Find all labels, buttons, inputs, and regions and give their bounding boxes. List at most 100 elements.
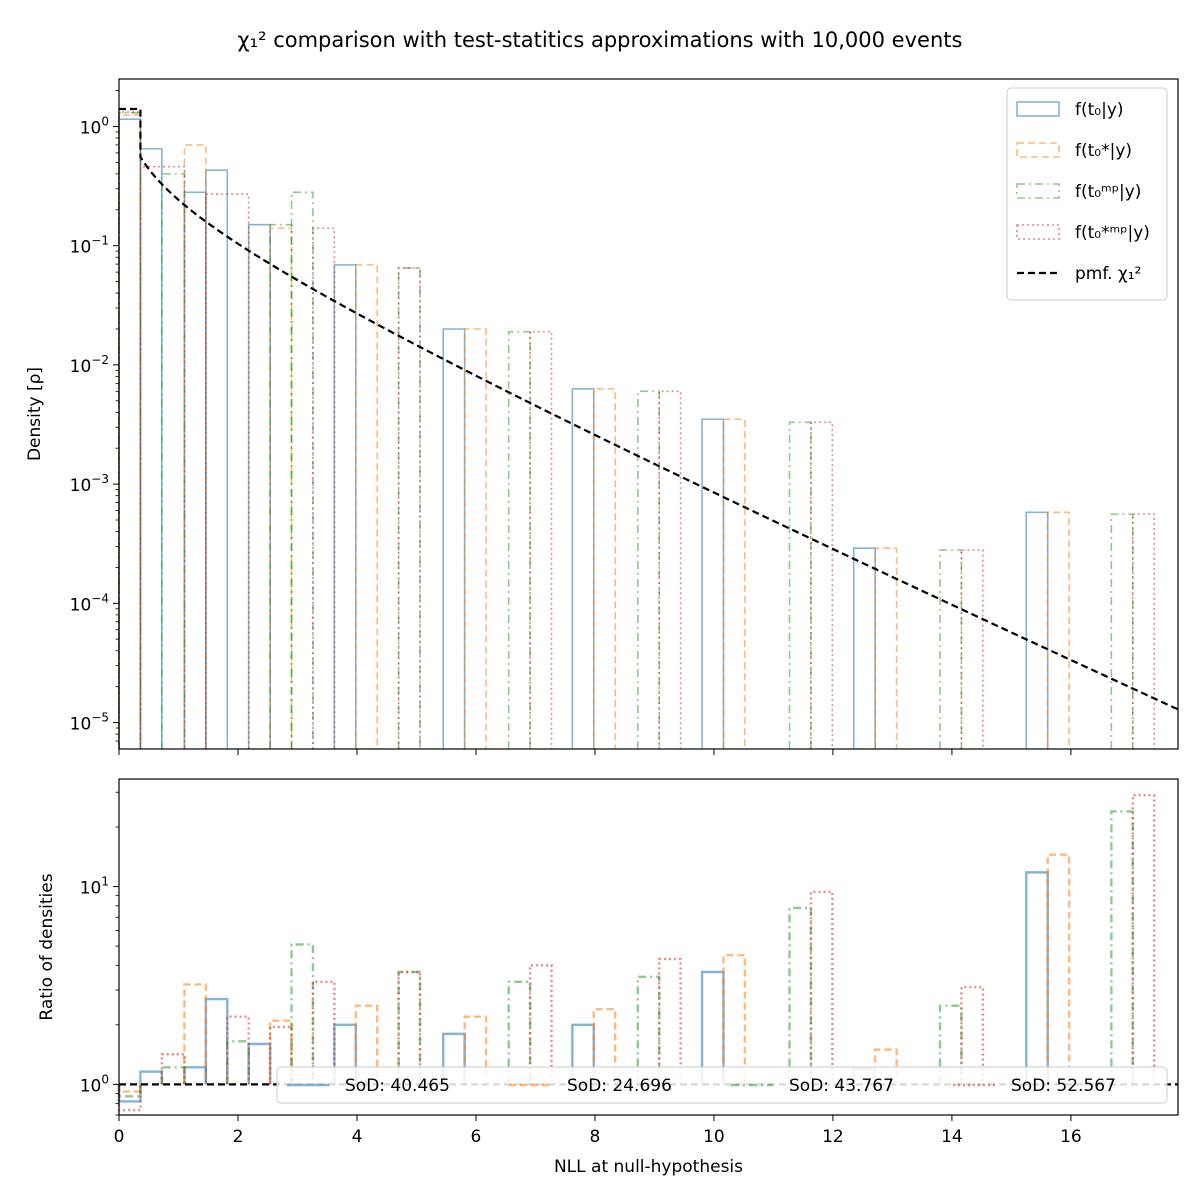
histogram-bar-t0smp (205, 193, 250, 749)
histogram-bar-t0smp (311, 980, 336, 1085)
histogram-bar-t0smp (118, 111, 142, 749)
histogram-bar-t0smp (117, 1084, 142, 1112)
y-axis-label: Ratio of densities (37, 873, 57, 1020)
axes-frame (118, 778, 1179, 1116)
histogram-bar-t0s (463, 328, 487, 749)
histogram-bar-t0smp (1131, 793, 1156, 1085)
histogram-bar-t0s (1046, 511, 1070, 749)
x-tick-label: 16 (1060, 1127, 1082, 1147)
histogram-bar-t0smp (226, 1015, 250, 1085)
histogram-bar-t0mp (1110, 513, 1134, 749)
x-tick-label: 12 (822, 1127, 844, 1147)
legend-label-t0: SoD: 40.465 (345, 1076, 450, 1096)
histogram-bar-t0 (852, 547, 876, 749)
x-tick-label: 0 (114, 1127, 125, 1147)
histogram-bar-t0 (183, 1066, 208, 1085)
histogram-bar-t0s (354, 1004, 379, 1085)
histogram-bar-t0mp (788, 421, 812, 749)
y-tick-label: 100 (80, 114, 109, 138)
histogram-bar-t0mp (788, 906, 813, 1085)
histogram-bar-t0mp (397, 267, 421, 749)
y-tick-label: 101 (80, 875, 109, 899)
histogram-bar-t0smp (1131, 513, 1155, 749)
histogram-bar-t0 (205, 169, 229, 749)
histogram-bar-t0s (183, 144, 207, 749)
legend-label-t0s: f(t₀*|y) (1075, 141, 1132, 161)
histogram-bar-t0mp (269, 223, 293, 749)
histogram-bar-t0mp (636, 975, 661, 1085)
histogram-bar-t0 (204, 997, 229, 1085)
histogram-bar-t0 (442, 328, 466, 749)
y-axis-label: Density [ρ] (25, 367, 45, 461)
histogram-bar-t0smp (397, 267, 421, 749)
histogram-bar-t0 (247, 1042, 272, 1085)
x-axis-label: NLL at null-hypothesis (554, 1157, 743, 1177)
histogram-bar-t0mp (938, 1004, 963, 1085)
histogram-bar-t0mp (939, 549, 963, 749)
histogram-bar-t0s (463, 1015, 488, 1085)
chi2-pmf-curve (119, 107, 1179, 711)
histogram-bar-t0s (354, 264, 379, 749)
histogram-bar-t0s (118, 114, 142, 749)
histogram-bar-t0smp (528, 964, 553, 1085)
histogram-bar-t0 (333, 264, 357, 749)
histogram-bar-t0mp (226, 1040, 250, 1085)
legend-label-t0s: SoD: 24.696 (567, 1076, 672, 1096)
legend-box (1006, 87, 1168, 301)
histogram-bar-t0smp (397, 970, 422, 1085)
histogram-bar-t0smp (658, 957, 682, 1085)
histogram-bar-t0 (247, 223, 271, 749)
y-tick-label: 100 (80, 1072, 109, 1096)
x-tick-label: 8 (590, 1127, 601, 1147)
x-tick-label: 14 (941, 1127, 963, 1147)
histogram-bar-t0mp (290, 943, 315, 1085)
histogram-bar-t0smp (160, 1053, 186, 1085)
y-tick-label: 10−3 (70, 472, 109, 496)
legend-label-t0smp: f(t₀*ᵐᵖ|y) (1075, 223, 1150, 243)
histogram-bar-t0s (183, 983, 208, 1085)
histogram-bar-t0mp (1110, 810, 1134, 1085)
histogram-bar-t0smp (960, 549, 984, 749)
histogram-bar-t0 (139, 1070, 164, 1085)
histogram-bar-t0 (117, 1084, 142, 1103)
histogram-bar-t0mp (290, 191, 314, 749)
legend-label-t0: f(t₀|y) (1075, 100, 1124, 120)
histogram-bar-t0s (269, 227, 293, 749)
histogram-bar-t0 (571, 1023, 595, 1085)
histogram-bar-t0smp (809, 890, 834, 1085)
x-tick-label: 4 (352, 1127, 363, 1147)
histogram-bar-t0 (118, 118, 142, 749)
histogram-bar-t0smp (810, 421, 834, 749)
legend-box (276, 1066, 1168, 1104)
legend-label-t0mp: SoD: 43.767 (789, 1076, 894, 1096)
legend-label-chi2: pmf. χ₁² (1075, 264, 1141, 284)
histogram-bar-t0 (1025, 871, 1049, 1085)
histogram-bar-t0s (592, 1007, 617, 1085)
histogram-bar-t0s (722, 953, 747, 1085)
histogram-bar-t0smp (139, 165, 186, 749)
histogram-bar-t0smp (312, 227, 336, 749)
y-tick-label: 10−4 (70, 591, 109, 615)
x-tick-label: 2 (233, 1127, 244, 1147)
legend-swatch-t0s (1016, 142, 1060, 158)
y-tick-label: 10−2 (70, 353, 109, 377)
histogram-bar-t0mp (636, 390, 661, 749)
histogram-bar-t0 (1025, 511, 1049, 749)
legend-label-t0smp: SoD: 52.567 (1011, 1076, 1116, 1096)
histogram-bar-t0 (571, 388, 595, 749)
legend-swatch-t0 (1016, 101, 1060, 117)
histogram-bar-t0s (874, 547, 898, 749)
legend-swatch-t0mp (1016, 183, 1060, 199)
legend-swatch-t0smp (1016, 224, 1060, 240)
histogram-bar-t0s (1046, 853, 1071, 1085)
histogram-bar-t0s (592, 388, 616, 749)
chart-title: χ₁² comparison with test-statitics appro… (238, 28, 963, 52)
histogram-bar-t0smp (658, 390, 682, 749)
histogram-bar-t0s (722, 418, 746, 749)
histogram-bar-t0mp (161, 173, 186, 749)
histogram-bar-t0mp (118, 112, 142, 749)
legend-label-t0mp: f(t₀ᵐᵖ|y) (1075, 182, 1141, 202)
y-tick-label: 10−1 (70, 234, 109, 258)
histogram-bar-t0 (183, 191, 207, 749)
